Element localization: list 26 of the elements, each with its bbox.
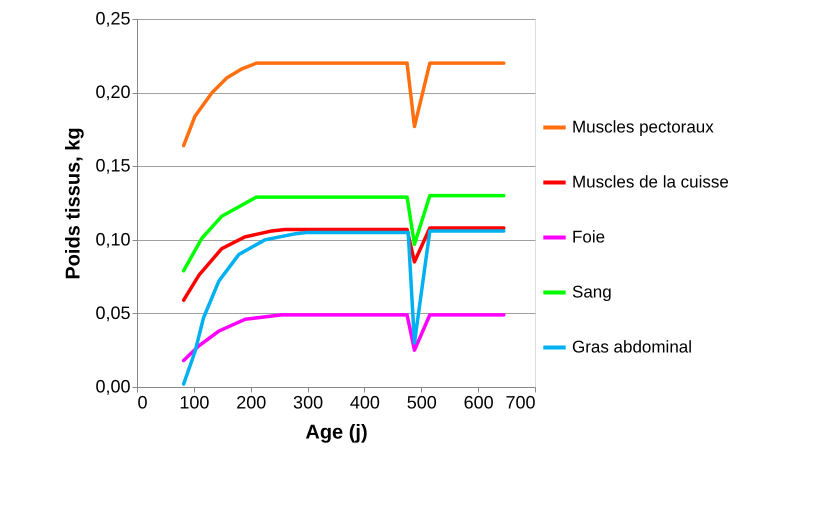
x-tick-label: 100 bbox=[179, 392, 210, 412]
x-tick-label: 400 bbox=[350, 392, 380, 412]
x-tick-label: 300 bbox=[293, 392, 324, 412]
y-tick-label: 0,25 bbox=[95, 8, 130, 28]
y-tick-label: 0,00 bbox=[95, 376, 130, 396]
line-series bbox=[182, 194, 506, 272]
line-series bbox=[182, 61, 506, 148]
line-series bbox=[182, 313, 506, 362]
x-tick-label: 500 bbox=[406, 392, 437, 412]
legend-label: Foie bbox=[572, 228, 606, 246]
x-tick-label: 700 bbox=[505, 392, 536, 412]
y-tick-label: 0,15 bbox=[95, 156, 130, 176]
legend-label: Gras abdominal bbox=[572, 338, 692, 356]
y-tick-label: 0,05 bbox=[95, 302, 130, 323]
y-axis-title: Poids tissus, kg bbox=[62, 127, 84, 280]
x-tick-label: 0 bbox=[138, 392, 148, 412]
y-tick-label: 0,20 bbox=[95, 82, 130, 102]
x-tick-label: 600 bbox=[464, 392, 494, 412]
x-axis-title: Age (j) bbox=[305, 422, 368, 444]
y-tick-label: 0,10 bbox=[95, 229, 130, 250]
legend-label: Muscles pectoraux bbox=[572, 118, 714, 136]
legend-label: Sang bbox=[572, 282, 612, 302]
line-series bbox=[182, 226, 506, 302]
line-series bbox=[182, 229, 506, 386]
x-tick-label: 200 bbox=[236, 392, 266, 412]
legend-label: Muscles de la cuisse bbox=[572, 172, 729, 192]
